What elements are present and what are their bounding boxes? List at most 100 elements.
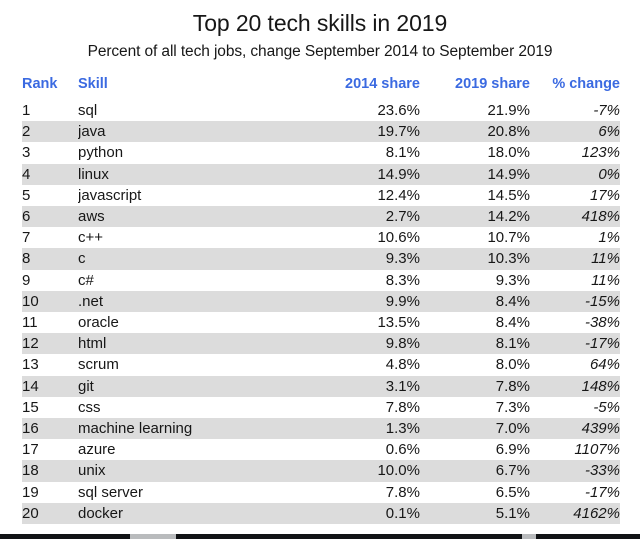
cell-skill: html: [78, 335, 107, 353]
table-row: 11 oracle 13.5% 8.4% -38%: [22, 312, 620, 334]
cell-2019-share: 20.8%: [487, 123, 530, 141]
cell-2014-share: 7.8%: [385, 483, 420, 501]
cell-2019-share: 18.0%: [487, 144, 530, 162]
cell-pct-change: 17%: [589, 186, 620, 204]
cell-pct-change: 11%: [591, 271, 620, 289]
cell-rank: 2: [22, 123, 31, 141]
table-row: 19 sql server 7.8% 6.5% -17%: [22, 481, 620, 503]
cell-2019-share: 8.1%: [495, 335, 530, 353]
cell-2014-share: 0.1%: [385, 504, 420, 522]
cell-2019-share: 6.7%: [495, 462, 530, 480]
skills-table-container: Rank Skill 2014 share 2019 share % chang…: [0, 76, 640, 525]
bottom-edge-segment: [130, 534, 176, 539]
cell-2019-share: 9.3%: [495, 271, 530, 289]
cell-pct-change: 418%: [581, 208, 620, 226]
cell-2014-share: 13.5%: [377, 314, 420, 332]
cell-2019-share: 7.3%: [495, 398, 530, 416]
table-row: 8 c 9.3% 10.3% 11%: [22, 248, 620, 270]
table-row: 9 c# 8.3% 9.3% 11%: [22, 269, 620, 291]
cell-2014-share: 12.4%: [377, 186, 420, 204]
cell-pct-change: 1107%: [574, 441, 620, 459]
cell-rank: 6: [22, 208, 31, 226]
column-header-pct-change: % change: [530, 76, 620, 100]
table-row: 20 docker 0.1% 5.1% 4162%: [22, 502, 620, 525]
cell-skill: c#: [78, 271, 94, 289]
cell-skill: python: [78, 144, 124, 162]
bottom-edge-bar: [0, 534, 640, 539]
cell-2019-share: 6.9%: [495, 441, 530, 459]
table-row: 15 css 7.8% 7.3% -5%: [22, 396, 620, 419]
column-header-2014-share: 2014 share: [310, 76, 420, 100]
cell-skill: sql: [78, 102, 98, 119]
cell-pct-change: 148%: [581, 377, 620, 395]
cell-pct-change: -5%: [593, 398, 620, 416]
table-row: 2 java 19.7% 20.8% 6%: [22, 121, 620, 143]
cell-rank: 10: [22, 292, 39, 310]
cell-rank: 1: [22, 102, 31, 119]
cell-2014-share: 10.0%: [377, 462, 420, 480]
cell-rank: 18: [22, 462, 39, 480]
cell-skill: git: [78, 377, 94, 395]
table-row: 14 git 3.1% 7.8% 148%: [22, 375, 620, 397]
cell-pct-change: -15%: [584, 292, 620, 310]
table-row: 3 python 8.1% 18.0% 123%: [22, 142, 620, 164]
cell-pct-change: 6%: [598, 123, 620, 141]
cell-skill: machine learning: [78, 420, 193, 438]
cell-2014-share: 3.1%: [385, 377, 420, 395]
table-row: 12 html 9.8% 8.1% -17%: [22, 333, 620, 355]
table-row: 18 unix 10.0% 6.7% -33%: [22, 460, 620, 482]
cell-2014-share: 0.6%: [385, 441, 420, 459]
column-header-2019-share: 2019 share: [420, 76, 530, 100]
cell-2014-share: 2.7%: [385, 208, 420, 226]
cell-2014-share: 8.1%: [385, 144, 420, 162]
table-row: 7 c++ 10.6% 10.7% 1%: [22, 227, 620, 249]
table-row: 16 machine learning 1.3% 7.0% 439%: [22, 418, 620, 440]
table-row: 10 .net 9.9% 8.4% -15%: [22, 290, 620, 313]
cell-rank: 16: [22, 420, 39, 438]
table-header-row: Rank Skill 2014 share 2019 share % chang…: [22, 76, 620, 100]
cell-rank: 14: [22, 377, 39, 395]
cell-2014-share: 9.3%: [385, 250, 420, 268]
cell-2014-share: 7.8%: [385, 398, 420, 416]
cell-2014-share: 8.3%: [385, 271, 420, 289]
cell-2014-share: 19.7%: [377, 123, 420, 141]
cell-rank: 4: [22, 165, 31, 183]
cell-2019-share: 14.9%: [487, 165, 530, 183]
table-row: 6 aws 2.7% 14.2% 418%: [22, 206, 620, 228]
cell-rank: 13: [22, 356, 39, 374]
cell-rank: 20: [22, 504, 39, 522]
skills-table: Rank Skill 2014 share 2019 share % chang…: [22, 76, 620, 525]
table-row: 17 azure 0.6% 6.9% 1107%: [22, 439, 620, 461]
cell-2019-share: 14.2%: [487, 208, 530, 226]
cell-rank: 7: [22, 229, 31, 247]
cell-rank: 19: [22, 483, 39, 501]
cell-rank: 8: [22, 250, 31, 268]
cell-pct-change: 64%: [589, 356, 620, 374]
cell-pct-change: -17%: [584, 483, 620, 501]
cell-skill: java: [78, 123, 106, 141]
cell-2014-share: 4.8%: [385, 356, 420, 374]
cell-2019-share: 14.5%: [487, 186, 530, 204]
cell-2014-share: 14.9%: [377, 165, 420, 183]
cell-2019-share: 21.9%: [487, 102, 530, 119]
cell-pct-change: 4162%: [573, 504, 620, 522]
cell-skill: unix: [78, 462, 106, 480]
table-row: 13 scrum 4.8% 8.0% 64%: [22, 354, 620, 376]
cell-2014-share: 9.8%: [385, 335, 420, 353]
table-row: 4 linux 14.9% 14.9% 0%: [22, 163, 620, 185]
table-row: 5 javascript 12.4% 14.5% 17%: [22, 184, 620, 207]
cell-rank: 17: [22, 441, 39, 459]
cell-2019-share: 8.4%: [495, 314, 530, 332]
cell-skill: sql server: [78, 483, 144, 501]
table-body: 1 sql 23.6% 21.9% -7% 2 java 19.7% 20.8% 6% 3 pytho…: [22, 100, 620, 525]
cell-2019-share: 5.1%: [495, 504, 530, 522]
cell-rank: 12: [22, 335, 39, 353]
cell-rank: 11: [22, 314, 38, 332]
cell-skill: docker: [78, 504, 124, 522]
cell-2019-share: 10.3%: [487, 250, 530, 268]
cell-skill: scrum: [78, 356, 119, 374]
cell-2014-share: 23.6%: [377, 102, 420, 119]
cell-pct-change: 0%: [598, 165, 620, 183]
cell-skill: aws: [78, 208, 105, 226]
